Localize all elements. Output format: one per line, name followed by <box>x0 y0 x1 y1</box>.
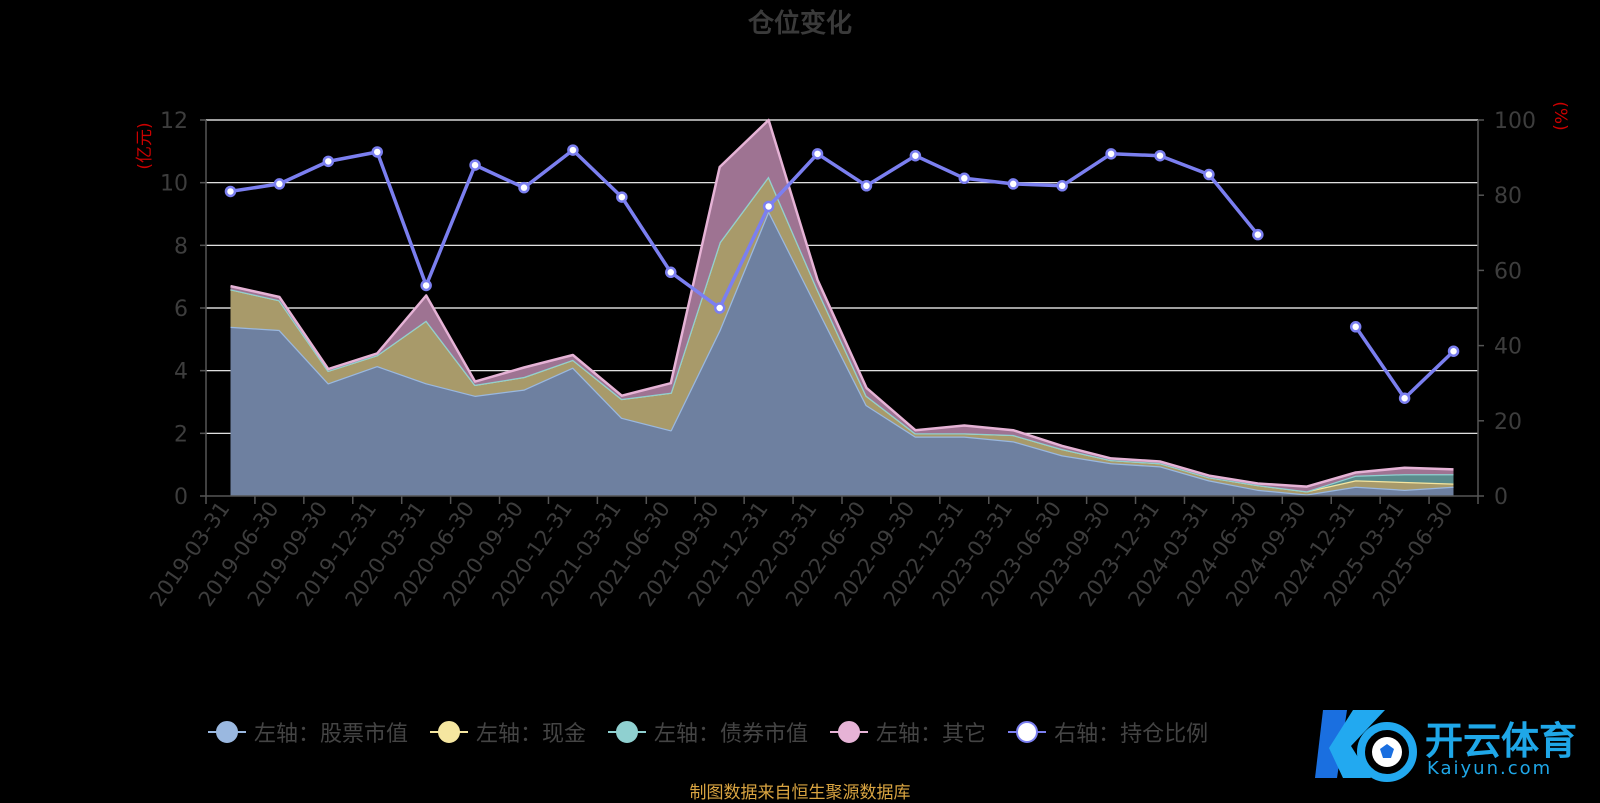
y-right-tick-label: 100 <box>1494 109 1536 134</box>
legend-item-1[interactable]: 左轴：股票市值 <box>208 716 408 748</box>
legend-label: 左轴：债券市值 <box>654 722 809 747</box>
ratio-point <box>1398 392 1411 404</box>
legend-label: 右轴：持仓比例 <box>1054 722 1209 747</box>
ratio-point <box>811 148 824 160</box>
y-right-tick-label: 60 <box>1494 259 1522 284</box>
y-left-tick-label: 2 <box>174 422 188 447</box>
watermark-subtext: Kaiyun.com <box>1427 758 1553 779</box>
chart-title: 仓位变化 <box>747 8 852 39</box>
y-right-axis-title: (%) <box>1550 101 1570 130</box>
ratio-point <box>1349 321 1362 333</box>
ratio-point <box>567 144 579 156</box>
y-left-tick-label: 10 <box>160 172 188 197</box>
ratio-point <box>909 149 922 162</box>
legend-marker-icon <box>430 720 469 744</box>
legend: 左轴：股票市值 左轴：现金 左轴：债券市值 左轴：其它 右轴：持仓比例 <box>208 716 1230 748</box>
y-left-tick-label: 4 <box>174 360 188 385</box>
ratio-point <box>1007 178 1019 190</box>
data-source-footer: 制图数据来自恒生聚源数据库 <box>689 783 911 803</box>
y-left-tick-label: 6 <box>174 297 188 322</box>
area-top-line-4 <box>230 118 1454 488</box>
legend-label: 左轴：股票市值 <box>254 722 409 747</box>
legend-label: 左轴：现金 <box>476 722 587 747</box>
watermark-text: 开云体育 <box>1425 719 1578 763</box>
ratio-point <box>665 266 677 279</box>
watermark-logo: 开云体育 Kaiyun.com <box>1315 700 1595 790</box>
ratio-point <box>1105 148 1117 160</box>
ratio-point <box>713 302 726 314</box>
area-1 <box>230 210 1454 496</box>
legend-label: 左轴：其它 <box>876 722 987 747</box>
y-left-tick-label: 12 <box>160 109 188 134</box>
ratio-point <box>1447 345 1460 357</box>
ratio-point <box>762 200 775 213</box>
y-right-tick-label: 20 <box>1494 410 1522 435</box>
legend-item-4[interactable]: 左轴：其它 <box>830 716 986 748</box>
ratio-point <box>616 191 628 203</box>
ratio-point <box>1154 149 1166 162</box>
ratio-point <box>322 155 335 168</box>
legend-item-2[interactable]: 左轴：现金 <box>430 716 586 748</box>
ratio-line <box>224 144 1460 404</box>
ratio-point <box>420 279 432 292</box>
ratio-point <box>1252 228 1264 241</box>
y-right-tick-label: 40 <box>1494 335 1522 360</box>
y-left-tick-label: 0 <box>174 485 188 510</box>
ratio-point <box>469 159 481 171</box>
legend-marker-icon <box>1008 720 1047 744</box>
stacked-areas <box>230 118 1454 496</box>
legend-marker-icon <box>208 720 246 744</box>
ratio-point <box>224 185 237 198</box>
ratio-point <box>273 178 286 190</box>
legend-marker-icon <box>830 720 869 744</box>
ratio-point <box>958 172 971 185</box>
kaiyun-logo-icon <box>1315 710 1417 782</box>
y-right-tick-label: 0 <box>1494 485 1508 510</box>
ratio-point <box>518 181 530 194</box>
legend-item-3[interactable]: 左轴：债券市值 <box>608 716 808 748</box>
legend-marker-icon <box>608 720 647 744</box>
y-left-tick-label: 8 <box>174 234 188 259</box>
y-right-tick-label: 80 <box>1494 184 1522 209</box>
ratio-point <box>860 180 873 192</box>
legend-item-5[interactable]: 右轴：持仓比例 <box>1008 716 1208 748</box>
ratio-point <box>371 146 383 158</box>
ratio-point <box>1203 168 1215 181</box>
ratio-point <box>1056 180 1068 192</box>
y-left-axis-title: (亿元) <box>135 122 155 169</box>
